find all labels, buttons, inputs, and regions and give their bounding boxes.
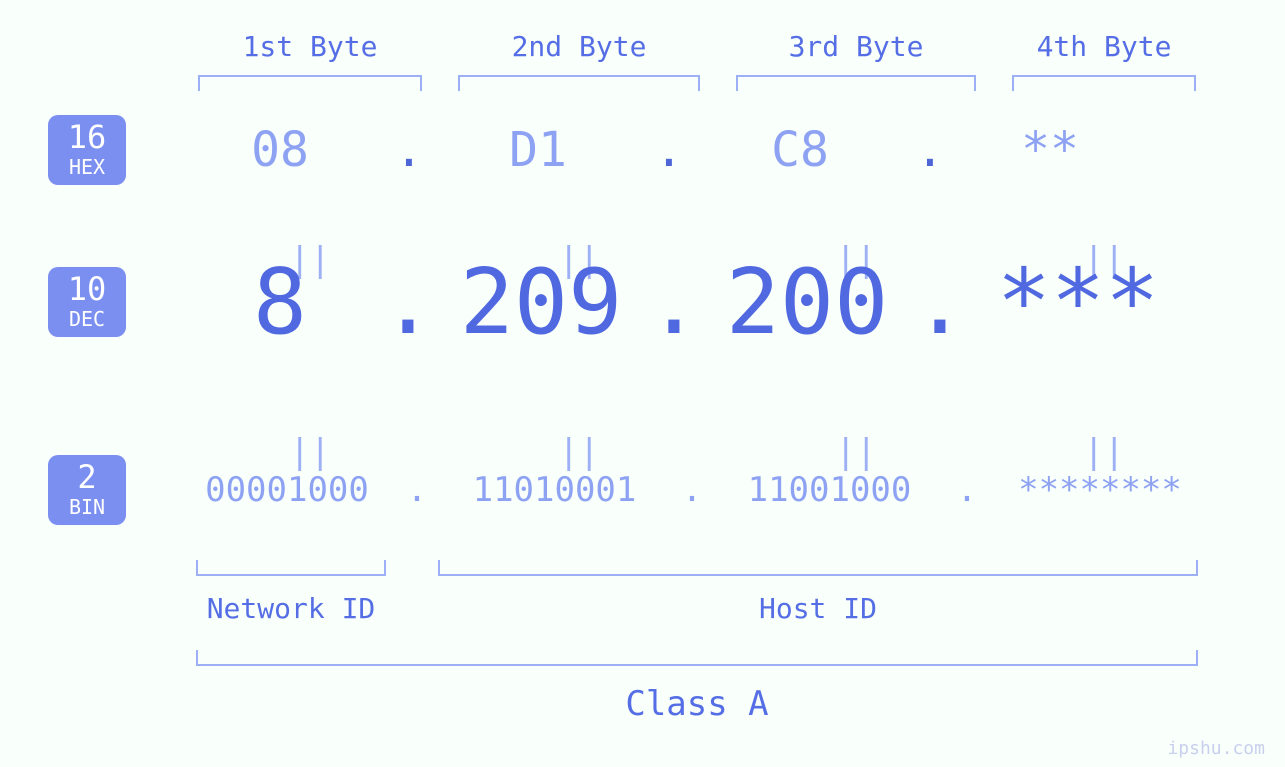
- equals-row-2: || || || ||: [180, 432, 1225, 472]
- dec-dot-3: .: [912, 250, 968, 355]
- byte-headers: 1st Byte 2nd Byte 3rd Byte 4th Byte: [180, 30, 1225, 91]
- byte-label-3: 3rd Byte: [718, 30, 994, 63]
- dec-byte-1: 8: [180, 250, 380, 355]
- hex-dot-1: .: [380, 122, 438, 178]
- network-id-label: Network ID: [196, 592, 386, 625]
- bin-dot-1: .: [392, 470, 442, 510]
- dec-byte-3: 200: [702, 250, 912, 355]
- bin-badge-num: 2: [48, 461, 126, 493]
- byte-label-2: 2nd Byte: [440, 30, 718, 63]
- hex-byte-4: **: [960, 122, 1140, 178]
- hex-dot-2: .: [638, 122, 700, 178]
- eq-2-3: ||: [718, 432, 994, 472]
- bin-values: 00001000 . 11010001 . 11001000 . *******…: [182, 470, 1225, 510]
- byte-header-2: 2nd Byte: [440, 30, 718, 91]
- hex-badge-num: 16: [48, 121, 126, 153]
- byte-label-4: 4th Byte: [994, 30, 1214, 63]
- bin-byte-2: 11010001: [442, 470, 667, 510]
- network-id-bracket: [196, 560, 386, 576]
- eq-2-2: ||: [440, 432, 718, 472]
- byte-header-1: 1st Byte: [180, 30, 440, 91]
- class-bracket: [196, 650, 1198, 666]
- byte-header-3: 3rd Byte: [718, 30, 994, 91]
- byte-bracket-4: [1012, 75, 1196, 91]
- hex-byte-2: D1: [438, 122, 638, 178]
- byte-bracket-2: [458, 75, 700, 91]
- bin-byte-4: ********: [992, 470, 1208, 510]
- hex-values: 08 . D1 . C8 . **: [180, 122, 1225, 178]
- dec-badge: 10 DEC: [48, 267, 126, 337]
- hex-dot-3: .: [900, 122, 960, 178]
- bin-byte-1: 00001000: [182, 470, 392, 510]
- dec-dot-2: .: [646, 250, 702, 355]
- byte-label-1: 1st Byte: [180, 30, 440, 63]
- byte-header-4: 4th Byte: [994, 30, 1214, 91]
- watermark: ipshu.com: [1167, 738, 1265, 759]
- host-id-bracket: [438, 560, 1198, 576]
- host-id-label: Host ID: [438, 592, 1198, 625]
- hex-badge-txt: HEX: [48, 157, 126, 177]
- hex-byte-3: C8: [700, 122, 900, 178]
- bin-byte-3: 11001000: [717, 470, 942, 510]
- eq-2-1: ||: [180, 432, 440, 472]
- bin-badge: 2 BIN: [48, 455, 126, 525]
- dec-badge-num: 10: [48, 273, 126, 305]
- dec-byte-4: ***: [968, 250, 1188, 355]
- byte-bracket-1: [198, 75, 422, 91]
- bin-badge-txt: BIN: [48, 497, 126, 517]
- dec-byte-2: 209: [436, 250, 646, 355]
- dec-values: 8 . 209 . 200 . ***: [180, 250, 1225, 355]
- bin-dot-3: .: [942, 470, 992, 510]
- byte-bracket-3: [736, 75, 976, 91]
- bin-dot-2: .: [667, 470, 717, 510]
- eq-2-4: ||: [994, 432, 1214, 472]
- dec-dot-1: .: [380, 250, 436, 355]
- hex-byte-1: 08: [180, 122, 380, 178]
- dec-badge-txt: DEC: [48, 309, 126, 329]
- hex-badge: 16 HEX: [48, 115, 126, 185]
- class-label: Class A: [196, 684, 1198, 724]
